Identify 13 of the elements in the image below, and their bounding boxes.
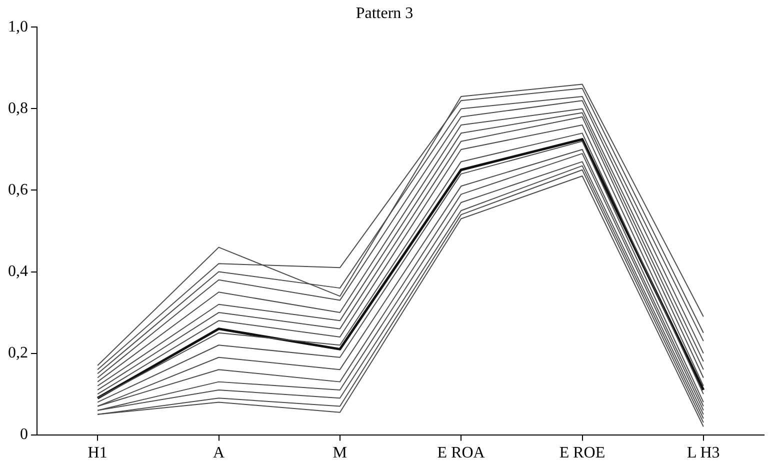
y-tick-label: 0,2 [8,344,28,362]
x-tick-label: M [332,444,348,462]
x-tick-label: L H3 [687,444,720,462]
x-tick-label: E ROE [559,444,606,462]
y-tick-label: 0,6 [8,181,28,198]
x-tick-label: E ROA [437,444,486,462]
y-tick-label: 0,8 [8,100,28,117]
x-tick-label: A [212,444,225,462]
y-tick-label: 1,0 [8,18,28,36]
y-tick-label: 0 [20,426,28,444]
x-tick-label: H1 [88,444,108,462]
chart-title: Pattern 3 [356,4,414,22]
y-tick-label: 0,4 [8,262,28,280]
